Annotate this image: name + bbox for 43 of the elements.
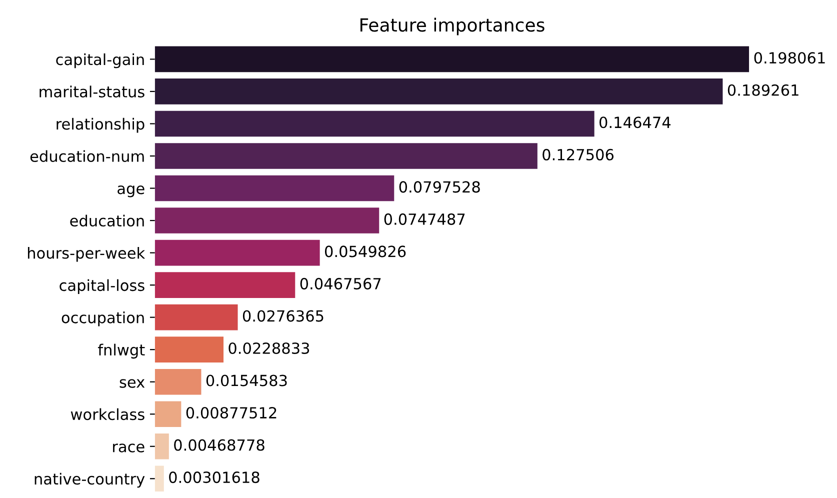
data-label: 0.0549826	[324, 246, 406, 258]
bar	[154, 78, 723, 104]
bar	[154, 240, 320, 266]
bar	[154, 110, 594, 137]
bar	[154, 466, 164, 492]
data-label: 0.0228833	[228, 342, 310, 354]
bar	[154, 46, 750, 72]
data-label: 0.0467567	[300, 278, 381, 290]
data-label: 0.0154583	[206, 374, 287, 386]
bar	[154, 208, 380, 234]
data-label: 0.189261	[728, 84, 798, 96]
y-tick-label: capital-loss	[60, 279, 144, 294]
y-tick-label: native-country	[34, 472, 145, 488]
data-label: 0.0747487	[384, 213, 465, 225]
data-label: 0.00301618	[169, 472, 260, 484]
y-tick-label: race	[113, 444, 144, 452]
bar	[154, 272, 296, 298]
bar	[154, 304, 238, 330]
bar	[154, 336, 224, 362]
y-tick-label: hours-per-week	[28, 246, 146, 262]
data-label: 0.00877512	[186, 406, 276, 419]
data-label: 0.0797528	[399, 181, 480, 193]
data-label: 0.00468778	[174, 439, 264, 451]
bar	[154, 433, 169, 460]
y-tick-label: capital-gain	[56, 53, 144, 68]
y-tick-label: workclass	[70, 408, 144, 420]
y-tick-label: relationship	[56, 118, 144, 133]
y-tick-label: age	[118, 186, 144, 198]
data-label: 0.127506	[542, 148, 614, 160]
bar	[154, 401, 182, 428]
chart-title: Feature importances	[360, 18, 544, 36]
y-tick-label: fnlwgt	[98, 344, 145, 359]
y-tick-label: marital-status	[40, 86, 144, 98]
data-label: 0.0276365	[242, 310, 324, 322]
bar	[154, 143, 538, 169]
y-tick-label: education-num	[30, 150, 144, 162]
data-label: 0.146474	[600, 116, 671, 128]
y-tick-label: occupation	[62, 312, 144, 326]
y-tick-label: sex	[120, 379, 145, 388]
data-label: 0.198061	[754, 52, 825, 64]
bar	[154, 175, 394, 202]
y-tick-label: education	[70, 214, 144, 227]
bar	[154, 368, 202, 395]
